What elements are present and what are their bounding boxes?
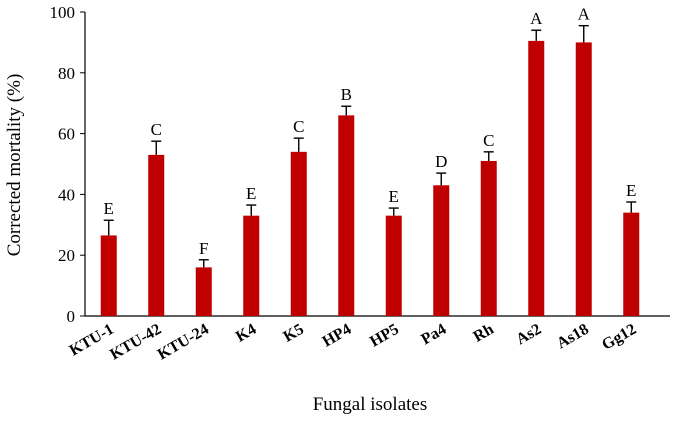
bar — [100, 235, 117, 316]
x-tick-label: K4 — [233, 321, 259, 346]
bar — [290, 151, 307, 316]
bar — [243, 215, 260, 316]
bar — [433, 185, 450, 316]
x-axis-title: Fungal isolates — [313, 394, 428, 415]
x-tick-label: HP4 — [320, 321, 355, 351]
significance-letter: E — [389, 187, 399, 206]
x-tick-label: Pa4 — [418, 321, 449, 349]
bar — [528, 40, 545, 316]
x-tick-label: Gg12 — [599, 321, 639, 354]
significance-letter: D — [435, 152, 447, 171]
y-tick-label: 100 — [50, 3, 76, 22]
bar — [195, 267, 212, 316]
bar — [575, 42, 592, 317]
significance-letter: C — [483, 131, 494, 150]
axes — [80, 11, 670, 317]
y-axis-title: Corrected mortality (%) — [4, 74, 25, 257]
x-tick-label: KTU-42 — [107, 321, 164, 364]
bars — [100, 40, 640, 317]
bar — [623, 212, 640, 316]
bar — [385, 215, 402, 316]
significance-letters: E C F E C B E D C A A E — [104, 5, 637, 258]
x-tick-label: As18 — [554, 321, 592, 353]
significance-letter: A — [578, 5, 591, 24]
significance-letter: E — [104, 199, 114, 218]
significance-letter: B — [341, 85, 352, 104]
bar — [480, 160, 497, 316]
x-tick-label: KTU-24 — [155, 321, 212, 364]
y-tick-label: 80 — [58, 64, 75, 83]
x-tick-label: Rh — [471, 321, 497, 346]
x-tick-label: As2 — [513, 321, 544, 349]
significance-letter: E — [626, 181, 636, 200]
significance-letter: C — [293, 117, 304, 136]
significance-letter: C — [151, 120, 162, 139]
bar — [338, 115, 355, 316]
significance-letter: E — [246, 184, 256, 203]
error-bars — [103, 24, 637, 268]
x-tick-label: K5 — [281, 321, 307, 346]
y-tick-label: 60 — [58, 125, 75, 144]
y-tick-label: 40 — [58, 185, 75, 204]
significance-letter: F — [199, 239, 208, 258]
y-tick-label: 20 — [58, 246, 75, 265]
x-tick-label: HP5 — [367, 321, 402, 351]
bar — [148, 154, 165, 316]
y-tick-label: 0 — [67, 307, 76, 326]
significance-letter: A — [530, 9, 543, 28]
